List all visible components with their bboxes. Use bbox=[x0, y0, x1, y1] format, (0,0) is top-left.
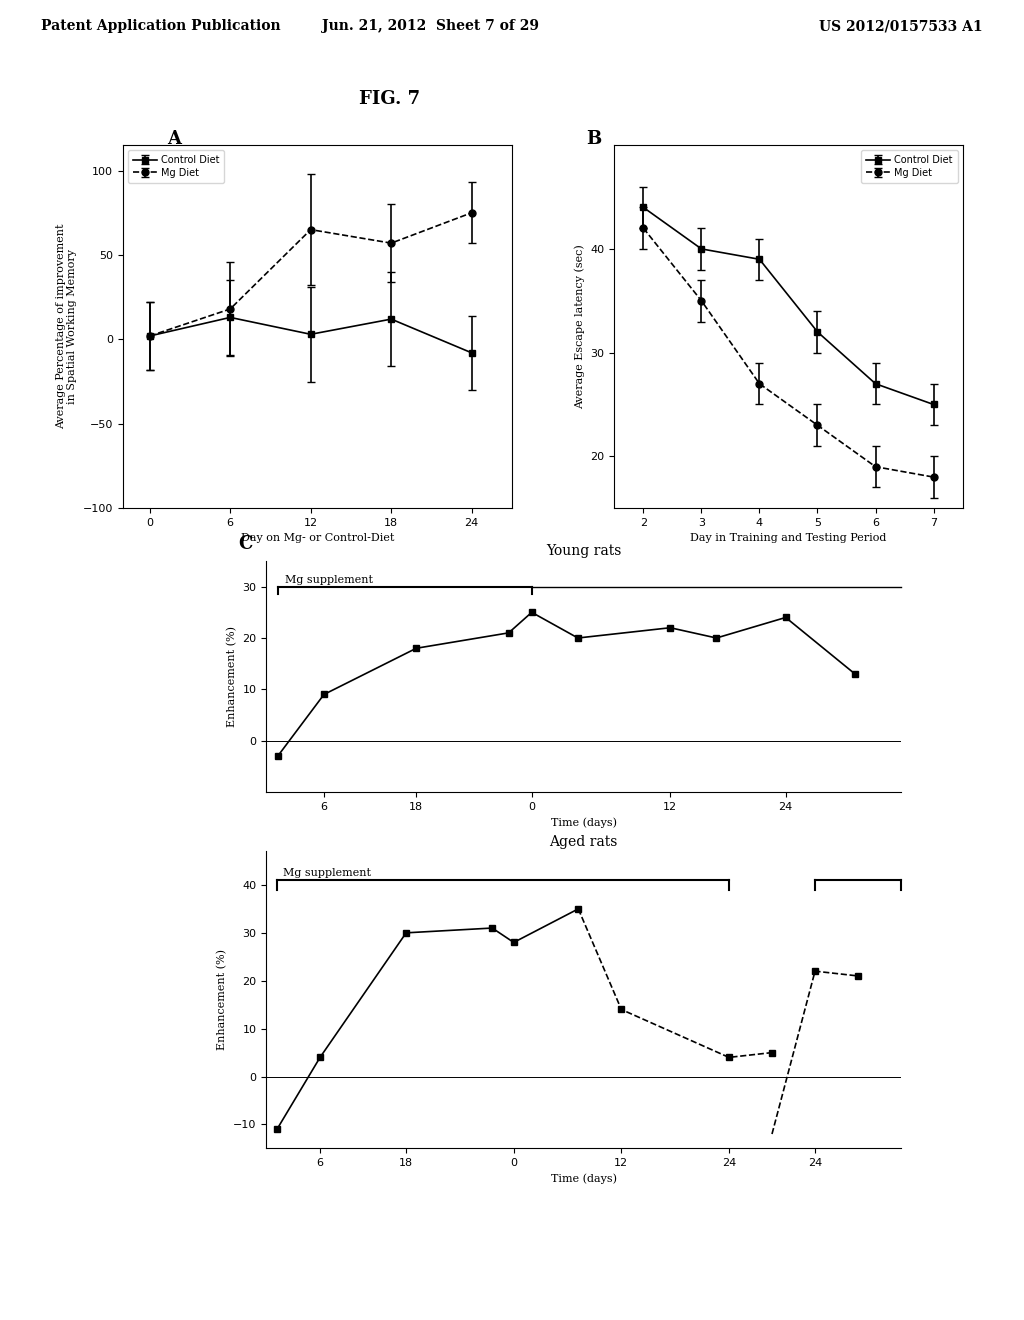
Text: FIG. 7: FIG. 7 bbox=[358, 90, 420, 108]
Text: Mg supplement: Mg supplement bbox=[284, 869, 372, 878]
Title: Young rats: Young rats bbox=[546, 544, 622, 558]
Y-axis label: Average Escape latency (sec): Average Escape latency (sec) bbox=[574, 244, 585, 409]
X-axis label: Time (days): Time (days) bbox=[551, 1173, 616, 1184]
X-axis label: Day on Mg- or Control-Diet: Day on Mg- or Control-Diet bbox=[241, 533, 394, 544]
Text: Mg supplement: Mg supplement bbox=[285, 576, 373, 585]
Text: Jun. 21, 2012  Sheet 7 of 29: Jun. 21, 2012 Sheet 7 of 29 bbox=[322, 20, 539, 33]
Text: Patent Application Publication: Patent Application Publication bbox=[41, 20, 281, 33]
Text: US 2012/0157533 A1: US 2012/0157533 A1 bbox=[819, 20, 983, 33]
X-axis label: Day in Training and Testing Period: Day in Training and Testing Period bbox=[690, 533, 887, 544]
Y-axis label: Average Percentage of improvement
in Spatial Working Memory: Average Percentage of improvement in Spa… bbox=[55, 224, 77, 429]
Legend: Control Diet, Mg Diet: Control Diet, Mg Diet bbox=[128, 150, 224, 182]
Y-axis label: Enhancement (%): Enhancement (%) bbox=[226, 626, 237, 727]
Text: A: A bbox=[167, 129, 181, 148]
Title: Aged rats: Aged rats bbox=[550, 834, 617, 849]
Y-axis label: Enhancement (%): Enhancement (%) bbox=[217, 949, 227, 1051]
Text: C: C bbox=[239, 535, 253, 553]
X-axis label: Time (days): Time (days) bbox=[551, 817, 616, 828]
Legend: Control Diet, Mg Diet: Control Diet, Mg Diet bbox=[861, 150, 957, 182]
Text: B: B bbox=[587, 129, 601, 148]
